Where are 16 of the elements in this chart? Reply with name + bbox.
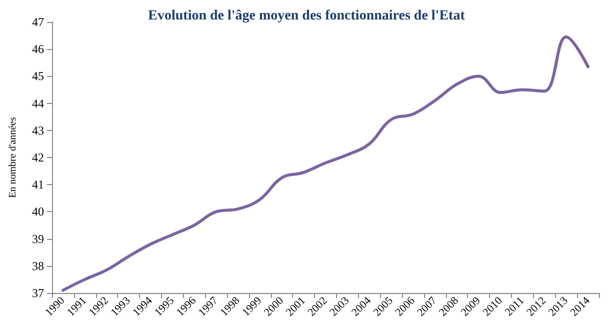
y-tick-label: 44 bbox=[32, 96, 44, 110]
y-tick-label: 45 bbox=[32, 69, 44, 84]
line-series bbox=[61, 35, 590, 292]
y-tick-label: 42 bbox=[32, 150, 44, 164]
y-tick-label: 39 bbox=[32, 232, 44, 246]
y-axis-title: En nombre d'années bbox=[8, 117, 18, 198]
y-tick-label: 38 bbox=[32, 258, 44, 273]
y-tick-label: 40 bbox=[32, 204, 44, 219]
y-tick-label: 37 bbox=[32, 286, 44, 300]
y-tick-label: 43 bbox=[32, 123, 44, 138]
y-tick-label: 46 bbox=[32, 42, 44, 56]
chart-title: Evolution de l'âge moyen des fonctionnaires de l'Etat bbox=[148, 8, 466, 24]
y-tick-label: 47 bbox=[32, 15, 44, 29]
y-tick-label: 41 bbox=[32, 178, 44, 192]
x-tick-label: 1991 bbox=[65, 294, 90, 319]
x-tick-label: 2011 bbox=[502, 294, 527, 318]
